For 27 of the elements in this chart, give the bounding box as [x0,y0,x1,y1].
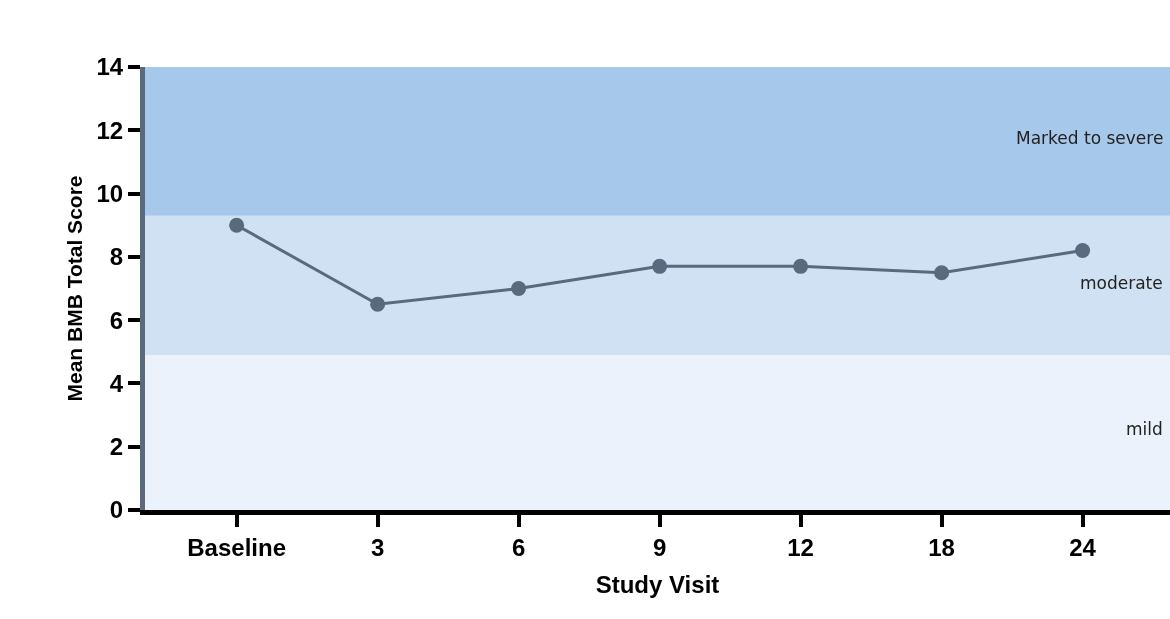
y-tick-label: 14 [96,53,124,81]
band-label: Marked to severe [1016,128,1164,148]
x-tick-label: Baseline [187,533,286,561]
y-tick-label: 2 [109,433,124,461]
point [934,265,950,281]
point [652,258,668,274]
point [511,281,527,296]
x-tick-label: 6 [511,533,526,561]
point [370,296,386,312]
point [793,258,809,274]
band-label: mild [1126,419,1163,439]
y-axis-title: Mean BMB Total Score [62,175,86,402]
y-tick-label: 10 [96,179,124,207]
x-tick-label: 24 [1069,533,1097,561]
x-tick-label: 9 [652,533,667,561]
y-tick-label: 12 [96,116,124,144]
x-axis-title: Study Visit [595,571,720,599]
y-tick-label: 8 [109,243,124,271]
y-tick-label: 4 [109,369,124,397]
x-tick-label: 12 [787,533,814,561]
point [229,217,245,233]
band-label: moderate [1080,273,1163,293]
y-tick-label: 6 [109,306,124,334]
x-tick-label: 3 [370,533,385,561]
point [1075,243,1091,259]
x-tick-label: 18 [928,533,955,561]
y-tick-label: 0 [109,496,124,524]
